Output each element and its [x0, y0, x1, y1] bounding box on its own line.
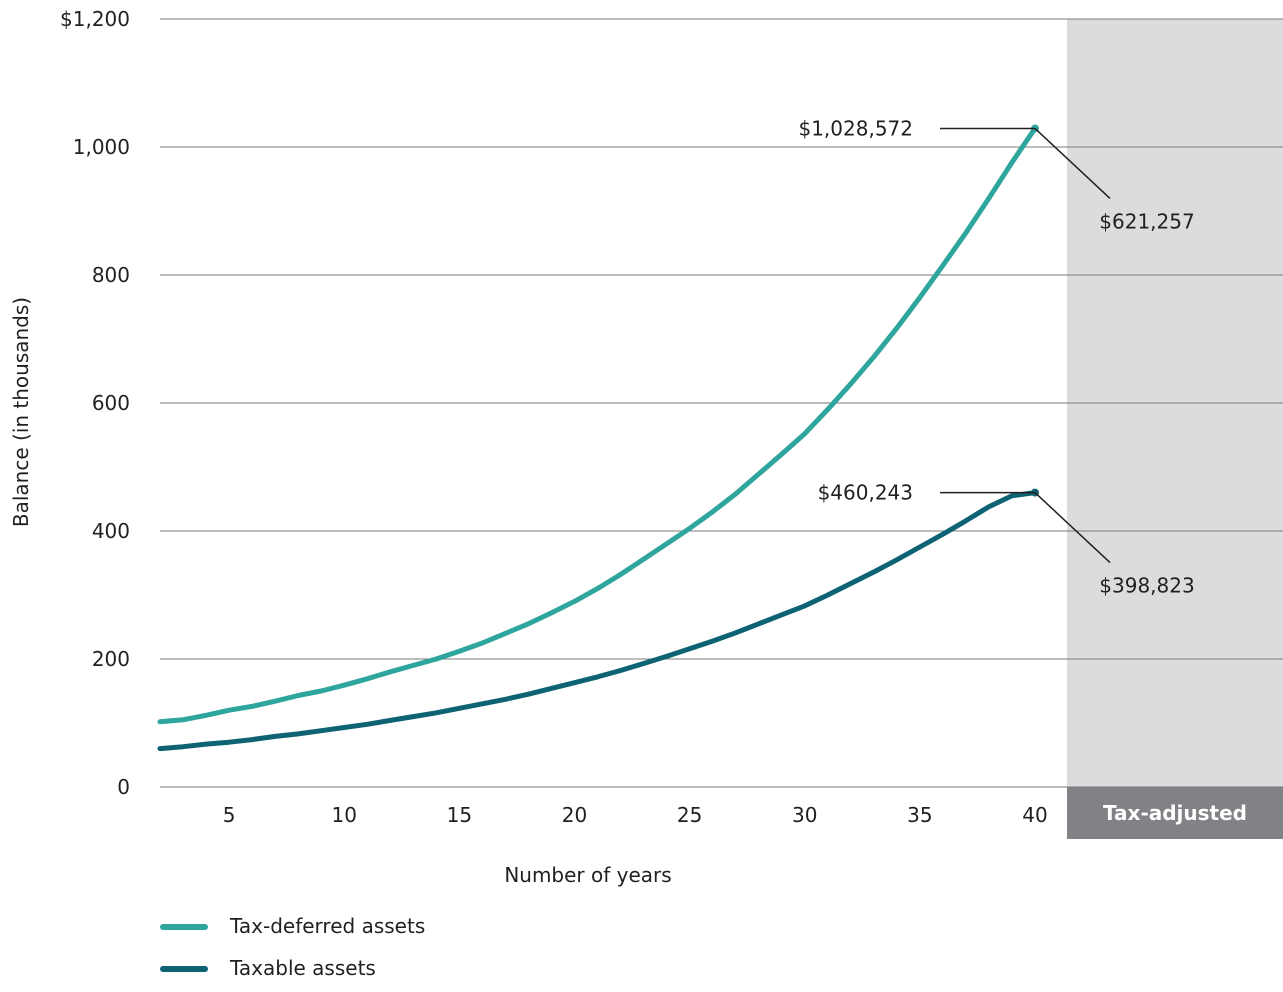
- series-line-taxable: [157, 490, 1038, 752]
- x-tick-label: 5: [223, 803, 236, 827]
- x-tick-label: 25: [677, 803, 702, 827]
- callout-leader-line: [1034, 127, 1111, 199]
- x-tick-label: 30: [792, 803, 817, 827]
- callout-tax-adjusted-label: $398,823: [1099, 574, 1194, 598]
- y-tick-label: 600: [92, 391, 130, 415]
- y-tick-label: 400: [92, 519, 130, 543]
- callout-value-label: $1,028,572: [798, 116, 913, 140]
- y-tick-label: 200: [92, 647, 130, 671]
- x-tick-label: 10: [331, 803, 356, 827]
- callout-leader-line: [1034, 492, 1111, 564]
- legend-label-taxable: Taxable assets: [230, 956, 376, 980]
- y-axis-ticks: 0 200 400 600 800 1,000 $1,200: [60, 7, 130, 799]
- series-layer: [157, 124, 1039, 752]
- y-tick-label: 0: [117, 775, 130, 799]
- x-axis-ticks: 5 10 15 20 25 30 35 40: [223, 803, 1048, 827]
- legend-swatch-taxable: [160, 966, 208, 972]
- annotation-layer: $1,028,572 $460,243 $621,257 $398,823: [798, 116, 1194, 597]
- legend-swatch-tax-deferred: [160, 924, 208, 930]
- tax-adjusted-label-background: [1067, 787, 1283, 839]
- y-tick-label: 800: [92, 263, 130, 287]
- x-tick-label: 35: [907, 803, 932, 827]
- legend-label-tax-deferred: Tax-deferred assets: [230, 914, 426, 938]
- y-tick-label: $1,200: [60, 7, 130, 31]
- tax-adjusted-label: Tax-adjusted: [1103, 801, 1247, 825]
- x-tick-label: 20: [562, 803, 587, 827]
- gridlines: [160, 18, 1283, 788]
- series-line-tax-deferred: [157, 125, 1038, 725]
- y-tick-label: 1,000: [73, 135, 130, 159]
- callout-tax-adjusted-label: $621,257: [1099, 209, 1194, 233]
- callout-value-label: $460,243: [818, 481, 913, 505]
- x-tick-label: 15: [447, 803, 472, 827]
- x-axis-title: Number of years: [504, 863, 671, 887]
- y-axis-title: Balance (in thousands): [9, 297, 33, 527]
- x-tick-label: 40: [1022, 803, 1047, 827]
